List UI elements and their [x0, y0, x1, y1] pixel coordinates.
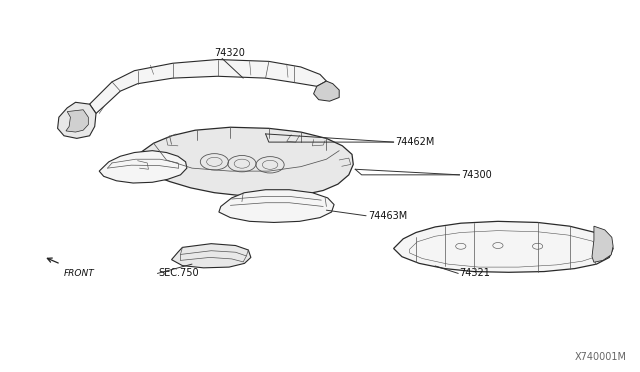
Text: 74462M: 74462M	[396, 137, 435, 147]
Polygon shape	[172, 244, 251, 268]
Text: 74320: 74320	[214, 48, 245, 58]
Text: FRONT: FRONT	[64, 269, 95, 278]
Polygon shape	[394, 221, 613, 272]
Polygon shape	[90, 60, 326, 113]
Polygon shape	[314, 81, 339, 101]
Text: X740001M: X740001M	[575, 352, 627, 362]
Polygon shape	[128, 127, 353, 196]
Text: SEC.750: SEC.750	[159, 269, 199, 278]
Polygon shape	[66, 110, 88, 132]
Text: 74463M: 74463M	[368, 211, 407, 221]
Polygon shape	[592, 226, 613, 262]
Text: 74300: 74300	[461, 170, 492, 180]
Polygon shape	[99, 151, 187, 183]
Polygon shape	[58, 102, 96, 138]
Text: 74321: 74321	[460, 269, 490, 278]
Polygon shape	[219, 190, 334, 222]
